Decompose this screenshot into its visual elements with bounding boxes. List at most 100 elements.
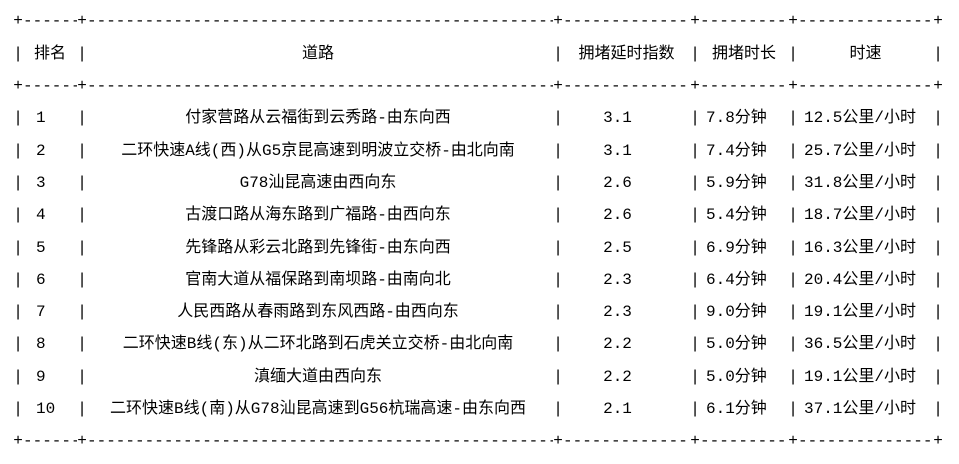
congestion-duration-cell: 5.9分钟 [706, 174, 767, 192]
congestion-index-cell: 2.3 [603, 303, 632, 321]
road-cell: G78汕昆高速由西向东 [239, 174, 397, 192]
cell-separator: | [13, 109, 23, 127]
cell-separator: | [788, 271, 798, 289]
cell-separator: | [690, 400, 700, 418]
cell-separator: | [933, 271, 943, 289]
table-row: | 8 | 二环快速B线(东)从二环北路到石虎关立交桥-由北向南 | 2.2 |… [0, 328, 959, 360]
cell-separator: | [933, 142, 943, 160]
cell-separator: | [13, 400, 23, 418]
congestion-index-cell: 3.1 [603, 109, 632, 127]
border-corner: + [690, 12, 700, 30]
table-row: | 6 | 官南大道从福保路到南坝路-由南向北 | 2.3 | 6.4分钟 | … [0, 264, 959, 296]
border-corner: + [933, 432, 943, 450]
table-row: | 9 | 滇缅大道由西向东 | 2.2 | 5.0分钟 | 19.1公里/小时… [0, 361, 959, 393]
border-corner: + [553, 432, 563, 450]
table-row: | 2 | 二环快速A线(西)从G5京昆高速到明波立交桥-由北向南 | 3.1 … [0, 135, 959, 167]
cell-separator: | [77, 109, 87, 127]
header-congestion-duration: 拥堵时长 [711, 45, 776, 63]
cell-separator: | [788, 206, 798, 224]
road-cell: 滇缅大道由西向东 [253, 368, 382, 386]
table-row: | 7 | 人民西路从春雨路到东风西路-由西向东 | 2.3 | 9.0分钟 |… [0, 296, 959, 328]
congestion-index-cell: 2.6 [603, 206, 632, 224]
cell-separator: | [690, 142, 700, 160]
cell-separator: | [788, 174, 798, 192]
speed-cell: 31.8公里/小时 [804, 174, 917, 192]
congestion-duration-cell: 5.4分钟 [706, 206, 767, 224]
table-header-row: | 排名 | 道路 | 拥堵延时指数 | 拥堵时长 | 时速 | [0, 38, 959, 70]
congestion-duration-cell: 6.9分钟 [706, 239, 767, 257]
border-corner: + [77, 77, 87, 95]
road-cell: 二环快速A线(西)从G5京昆高速到明波立交桥-由北向南 [121, 142, 515, 160]
cell-separator: | [553, 368, 563, 386]
border-dash: ----------------------------------------… [700, 77, 788, 95]
congestion-index-cell: 2.6 [603, 174, 632, 192]
table-row: | 5 | 先锋路从彩云北路到先锋街-由东向西 | 2.5 | 6.9分钟 | … [0, 232, 959, 264]
cell-separator: | [933, 239, 943, 257]
cell-separator: | [13, 335, 23, 353]
border-dash: ----------------------------------------… [700, 12, 788, 30]
border-corner: + [77, 12, 87, 30]
table-row: | 4 | 古渡口路从海东路到广福路-由西向东 | 2.6 | 5.4分钟 | … [0, 199, 959, 231]
border-corner: + [553, 12, 563, 30]
congestion-index-cell: 2.2 [603, 368, 632, 386]
congestion-duration-cell: 7.4分钟 [706, 142, 767, 160]
cell-separator: | [788, 368, 798, 386]
cell-separator: | [553, 271, 563, 289]
cell-separator: | [77, 206, 87, 224]
cell-separator: | [13, 45, 23, 63]
road-cell: 付家营路从云福街到云秀路-由东向西 [185, 109, 451, 127]
cell-separator: | [690, 174, 700, 192]
table-border-header: + --------------------------------------… [0, 70, 959, 102]
cell-separator: | [788, 109, 798, 127]
road-cell: 先锋路从彩云北路到先锋街-由东向西 [185, 239, 451, 257]
congestion-index-cell: 2.1 [603, 400, 632, 418]
cell-separator: | [77, 239, 87, 257]
cell-separator: | [690, 335, 700, 353]
road-cell: 古渡口路从海东路到广福路-由西向东 [185, 206, 451, 224]
rank-cell: 6 [36, 271, 46, 289]
speed-cell: 16.3公里/小时 [804, 239, 917, 257]
border-dash: ----------------------------------------… [23, 432, 77, 450]
cell-separator: | [13, 142, 23, 160]
congestion-duration-cell: 5.0分钟 [706, 368, 767, 386]
cell-separator: | [77, 303, 87, 321]
border-corner: + [690, 77, 700, 95]
cell-separator: | [13, 303, 23, 321]
congestion-duration-cell: 6.1分钟 [706, 400, 767, 418]
border-dash: ----------------------------------------… [563, 77, 690, 95]
cell-separator: | [933, 335, 943, 353]
border-corner: + [553, 77, 563, 95]
cell-separator: | [77, 335, 87, 353]
border-corner: + [77, 432, 87, 450]
speed-cell: 19.1公里/小时 [804, 303, 917, 321]
border-dash: ----------------------------------------… [700, 432, 788, 450]
border-corner: + [933, 12, 943, 30]
rank-cell: 9 [36, 368, 46, 386]
cell-separator: | [788, 335, 798, 353]
congestion-index-cell: 2.2 [603, 335, 632, 353]
border-dash: ----------------------------------------… [87, 77, 553, 95]
cell-separator: | [553, 45, 563, 63]
road-cell: 人民西路从春雨路到东风西路-由西向东 [177, 303, 459, 321]
table-border-bottom: + --------------------------------------… [0, 425, 959, 457]
speed-cell: 18.7公里/小时 [804, 206, 917, 224]
congestion-duration-cell: 6.4分钟 [706, 271, 767, 289]
cell-separator: | [553, 335, 563, 353]
rank-cell: 7 [36, 303, 46, 321]
road-cell: 官南大道从福保路到南坝路-由南向北 [185, 271, 451, 289]
cell-separator: | [933, 368, 943, 386]
table-row: | 3 | G78汕昆高速由西向东 | 2.6 | 5.9分钟 | 31.8公里… [0, 167, 959, 199]
speed-cell: 12.5公里/小时 [804, 109, 917, 127]
cell-separator: | [553, 303, 563, 321]
speed-cell: 25.7公里/小时 [804, 142, 917, 160]
border-dash: ----------------------------------------… [798, 432, 933, 450]
header-road: 道路 [301, 45, 334, 63]
border-dash: ----------------------------------------… [798, 12, 933, 30]
cell-separator: | [77, 45, 87, 63]
cell-separator: | [77, 368, 87, 386]
rank-cell: 2 [36, 142, 46, 160]
speed-cell: 19.1公里/小时 [804, 368, 917, 386]
border-corner: + [788, 12, 798, 30]
header-rank: 排名 [33, 45, 66, 63]
